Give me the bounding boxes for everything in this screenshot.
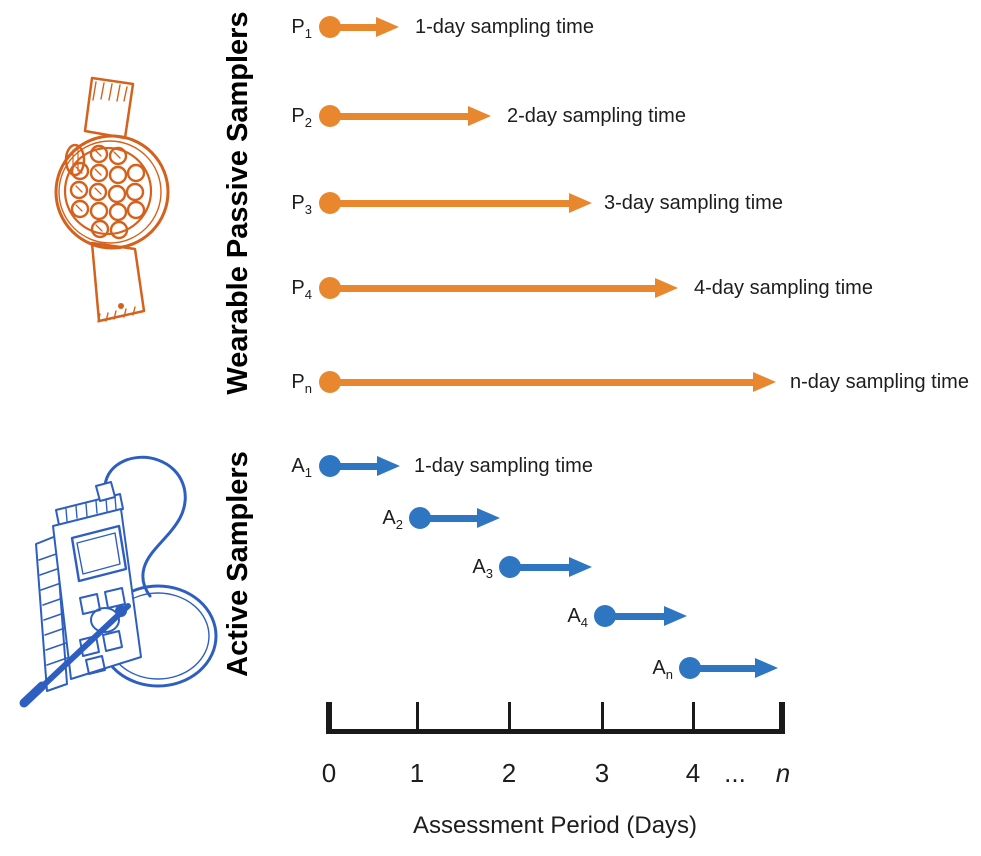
axis-right-cap [779,702,785,734]
an-start-dot [679,657,701,679]
pump-inlet [95,481,116,502]
p2-duration-label: 2-day sampling time [507,105,686,127]
an-arrow [679,657,778,679]
a1-arrow [319,455,400,477]
pn-arrowhead [753,372,776,392]
watch-bottom-band [90,241,146,323]
a2-arrow [409,507,500,529]
pump-back-ribs [35,535,68,692]
row-label-a4: A4 [567,605,588,630]
p2-start-dot [319,105,341,127]
p1-arrow [319,16,399,38]
row-label-p1: P1 [291,16,312,41]
p4-arrowhead [655,278,678,298]
passive-section-title: Wearable Passive Samplers [222,11,254,395]
axis-tick-2 [508,702,511,730]
a1-start-dot [319,455,341,477]
p4-arrow [319,277,678,299]
row-label-a2: A2 [382,507,403,532]
wearable-sampler-illustration [54,76,170,323]
a2-start-dot [409,507,431,529]
axis-baseline [326,729,785,734]
pump-probe [27,603,131,701]
pump-screen [70,524,128,583]
pump-button [85,655,106,675]
axis-tick-3 [601,702,604,730]
row-label-pn: Pn [291,371,312,396]
row-label-an: An [652,657,673,682]
p2-arrow [319,105,491,127]
p2-arrowhead [468,106,491,126]
a3-arrow [499,556,592,578]
p1-arrowhead [376,17,399,37]
p3-start-dot [319,192,341,214]
p4-start-dot [319,277,341,299]
axis-tick-label-1: 1 [409,758,425,788]
a1-duration-label: 1-day sampling time [414,455,593,477]
pn-start-dot [319,371,341,393]
a3-start-dot [499,556,521,578]
a3-arrowhead [569,557,592,577]
watch-face-outer [54,134,170,250]
pn-arrow [319,371,776,393]
a4-arrowhead [664,606,687,626]
active-sampler-illustration [19,455,218,708]
a4-arrow [594,605,687,627]
axis-tick-label-3: 3 [594,758,610,788]
pump-button [104,587,126,609]
a2-arrowhead [477,508,500,528]
axis-tick-4 [692,702,695,730]
a1-arrowhead [377,456,400,476]
axis-left-cap [326,702,332,734]
axis-tick-1 [416,702,419,730]
p3-arrowhead [569,193,592,213]
row-label-a3: A3 [472,556,493,581]
watch-top-band [83,76,135,140]
p1-duration-label: 1-day sampling time [415,16,594,38]
an-arrowhead [755,658,778,678]
p4-duration-label: 4-day sampling time [694,277,873,299]
p3-duration-label: 3-day sampling time [604,192,783,214]
pump-button [79,593,101,615]
axis-tick-label-4: 4 [685,758,701,788]
pump-button [102,630,123,652]
axis-title: Assessment Period (Days) [412,812,698,839]
axis-tick-label-2: 2 [501,758,517,788]
row-label-p3: P3 [291,192,312,217]
p1-start-dot [319,16,341,38]
axis-tick-label-0: 0 [321,758,337,788]
pn-duration-label: n-day sampling time [790,371,969,393]
watch-holes [69,144,146,240]
row-label-p4: P4 [291,277,312,302]
pump-knob [90,607,120,633]
a4-start-dot [594,605,616,627]
watch-dial [63,146,153,236]
active-section-title: Active Samplers [222,451,254,677]
row-label-a1: A1 [291,455,312,480]
row-label-p2: P2 [291,105,312,130]
pump-tube [103,455,187,598]
axis-tick-label-ellipsis: ... [724,758,746,788]
axis-tick-label-n: n [775,758,791,788]
p3-arrow [319,192,592,214]
